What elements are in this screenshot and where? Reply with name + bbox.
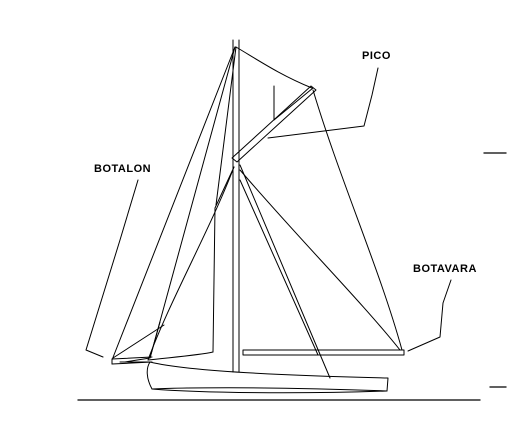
rigging-lines — [215, 46, 331, 379]
botalon-leader — [85, 179, 139, 358]
gaff — [231, 85, 317, 163]
mast — [232, 39, 240, 373]
pico-leader — [267, 67, 379, 139]
forestays — [111, 46, 236, 363]
mainsail — [235, 46, 403, 351]
botavara-leader — [407, 279, 452, 352]
leader-lines — [85, 67, 452, 358]
label-botavara: BOTAVARA — [413, 263, 477, 275]
label-botalon: BOTALON — [94, 163, 152, 175]
label-pico: PICO — [362, 50, 391, 62]
boom — [242, 349, 405, 356]
jib — [147, 166, 235, 361]
topsail — [273, 85, 314, 121]
hull — [119, 361, 389, 394]
